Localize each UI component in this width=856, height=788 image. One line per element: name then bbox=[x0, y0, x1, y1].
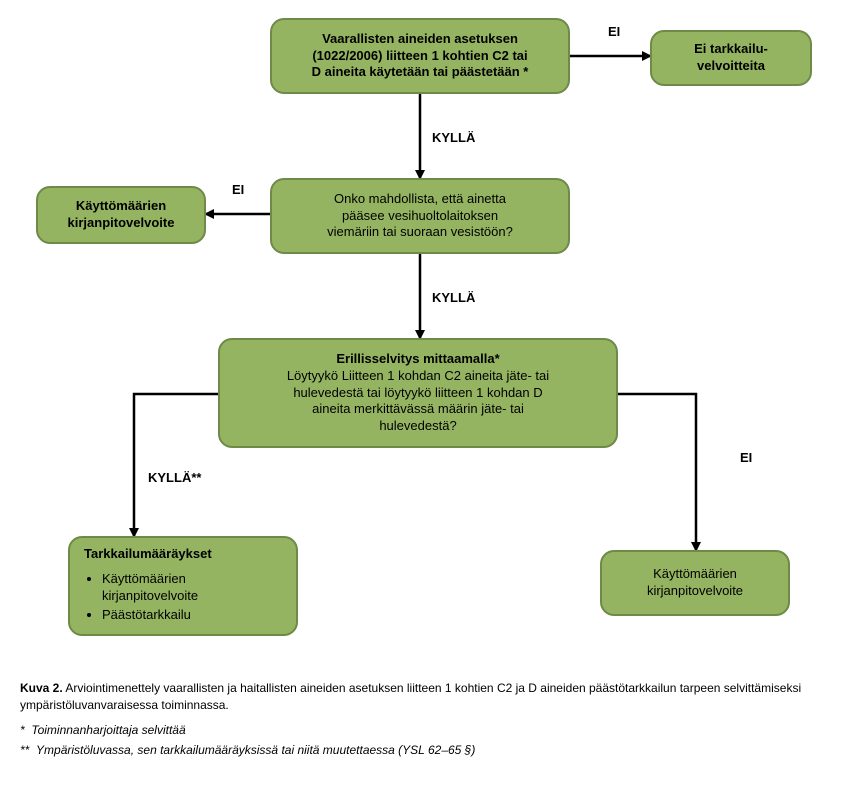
node-line: pääsee vesihuoltolaitoksen bbox=[286, 208, 554, 225]
node-measurement-investigation: Erillisselvitys mittaamalla*Löytyykö Lii… bbox=[218, 338, 618, 448]
edge-arrow bbox=[134, 394, 218, 536]
edge-label: KYLLÄ bbox=[432, 290, 475, 305]
node-line: Vaarallisten aineiden asetuksen bbox=[286, 31, 554, 48]
edge-label: EI bbox=[608, 24, 620, 39]
node-bullet: Päästötarkkailu bbox=[102, 607, 282, 624]
caption-label: Kuva 2. bbox=[20, 681, 63, 695]
node-line: aineita merkittävässä määrin jäte- tai bbox=[234, 401, 602, 418]
edge-label: KYLLÄ** bbox=[148, 470, 201, 485]
caption-text: Arviointimenettely vaarallisten ja haita… bbox=[20, 681, 801, 712]
flowchart-canvas: Vaarallisten aineiden asetuksen(1022/200… bbox=[0, 0, 856, 788]
node-line: Erillisselvitys mittaamalla* bbox=[234, 351, 602, 368]
node-line: hulevedestä tai löytyykö liitteen 1 kohd… bbox=[234, 385, 602, 402]
edge-label: EI bbox=[740, 450, 752, 465]
node-line: Käyttömäärien bbox=[52, 198, 190, 215]
node-start-substances: Vaarallisten aineiden asetuksen(1022/200… bbox=[270, 18, 570, 94]
node-line: Löytyykö Liitteen 1 kohdan C2 aineita jä… bbox=[234, 368, 602, 385]
node-bullet: Käyttömäärien kirjanpitovelvoite bbox=[102, 571, 282, 605]
figure-caption: Kuva 2. Arviointimenettely vaarallisten … bbox=[20, 680, 836, 759]
node-usage-bookkeeping-right: Käyttömäärienkirjanpitovelvoite bbox=[600, 550, 790, 616]
edge-arrow bbox=[618, 394, 696, 550]
node-line: viemäriin tai suoraan vesistöön? bbox=[286, 224, 554, 241]
node-bullet-list: Käyttömäärien kirjanpitovelvoite Päästöta… bbox=[102, 569, 282, 626]
node-line: kirjanpitovelvoite bbox=[52, 215, 190, 232]
node-title: Tarkkailumääräykset bbox=[84, 546, 282, 563]
footnote-1-mark: * bbox=[20, 723, 25, 737]
node-monitoring-requirements: Tarkkailumääräykset Käyttömäärien kirjanp… bbox=[68, 536, 298, 636]
node-line: Ei tarkkailu- bbox=[666, 41, 796, 58]
node-line: D aineita käytetään tai päästetään * bbox=[286, 64, 554, 81]
node-line: kirjanpitovelvoite bbox=[616, 583, 774, 600]
node-possible-to-water: Onko mahdollista, että ainettapääsee ves… bbox=[270, 178, 570, 254]
node-line: Onko mahdollista, että ainetta bbox=[286, 191, 554, 208]
edge-label: EI bbox=[232, 182, 244, 197]
footnote-1-text: Toiminnanharjoittaja selvittää bbox=[31, 723, 185, 737]
node-no-monitoring: Ei tarkkailu-velvoitteita bbox=[650, 30, 812, 86]
footnote-2-text: Ympäristöluvassa, sen tarkkailumääräyksi… bbox=[36, 743, 475, 757]
edge-label: KYLLÄ bbox=[432, 130, 475, 145]
node-usage-bookkeeping-left: Käyttömäärienkirjanpitovelvoite bbox=[36, 186, 206, 244]
node-line: (1022/2006) liitteen 1 kohtien C2 tai bbox=[286, 48, 554, 65]
node-line: Käyttömäärien bbox=[616, 566, 774, 583]
footnote-2-mark: ** bbox=[20, 743, 29, 757]
node-line: hulevedestä? bbox=[234, 418, 602, 435]
node-line: velvoitteita bbox=[666, 58, 796, 75]
